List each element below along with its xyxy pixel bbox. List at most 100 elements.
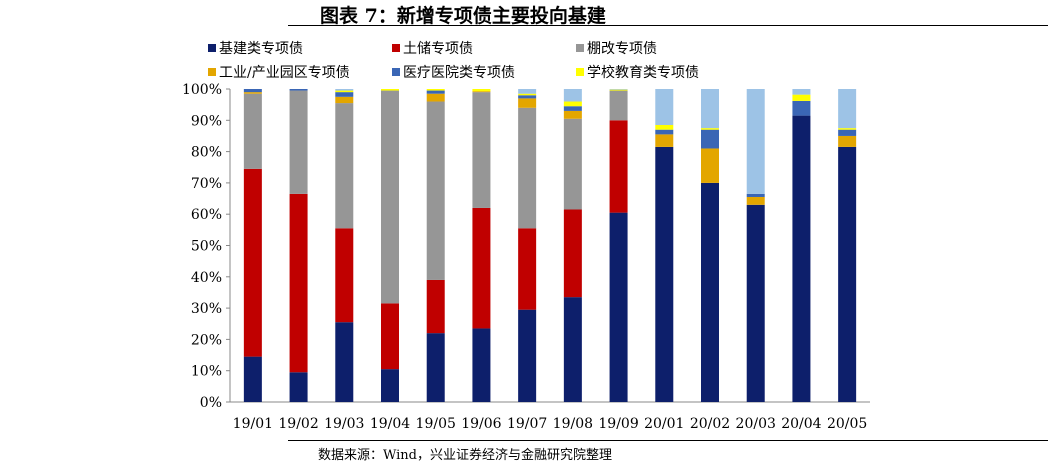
bar-segment-19-07-s5 [518,93,537,96]
bar-segment-19-04-s1 [381,303,399,370]
bar-segment-20-03-s3 [746,196,765,205]
bar-segment-19-02-s1 [289,193,308,373]
legend-item-industrial-park: 工业/产业园区专项债 [208,62,350,82]
bar-segment-19-05-s3 [426,93,445,102]
bar-segment-19-03-s3 [335,96,354,104]
bar-segment-20-05-s0 [838,146,857,402]
bar-segment-19-03-s4 [335,92,354,97]
bar-segment-19-06-s2 [472,92,491,208]
bar-segment-19-03-s1 [335,228,354,323]
x-tick-label: 20/01 [644,416,684,432]
bar-segment-19-08-s2 [563,118,582,210]
bar-segment-19-04-s5 [381,89,399,91]
legend-item-shantytown: 棚改专项债 [576,38,657,58]
legend-swatch [392,68,400,76]
legend-item-land-reserve: 土储专项债 [392,38,473,58]
legend-swatch [576,44,584,52]
x-tick-label: 19/09 [598,416,638,432]
bar-segment-20-02-s5 [701,128,719,130]
bar-segment-19-06-s1 [472,207,491,329]
bar-segment-19-03-s6 [335,89,354,91]
x-tick-label: 19/07 [507,416,547,432]
bar-segment-19-03-s2 [335,103,354,229]
title-divider [288,25,1048,26]
legend-label: 基建类专项债 [219,41,303,57]
bar-segment-20-05-s3 [838,135,857,147]
bar-segment-20-02-s0 [701,182,719,402]
y-tick-label: 20% [191,332,222,348]
bar-segment-19-09-s2 [609,90,628,121]
x-tick-label: 19/06 [461,416,501,432]
bar-segment-20-04-s5 [792,94,811,101]
bar-segment-20-03-s4 [746,193,765,197]
y-tick-label: 40% [191,270,222,286]
bar-segment-20-04-s6 [792,89,811,95]
bar-segment-19-07-s4 [518,95,537,99]
source-divider [288,440,1048,441]
bar-segment-19-01-s4 [243,89,262,93]
legend-swatch [392,44,400,52]
y-tick-label: 80% [191,145,222,161]
bar-segment-19-08-s5 [563,101,582,107]
bar-segment-19-07-s3 [518,98,537,108]
bar-segment-20-01-s4 [655,129,674,135]
bar-segment-20-05-s5 [838,128,857,130]
bar-segment-19-05-s0 [426,333,445,402]
legend-label: 学校教育类专项债 [587,65,699,81]
legend-swatch [208,44,216,52]
bar-segment-19-02-s4 [289,89,308,91]
legend-swatch [208,68,216,76]
bar-segment-19-08-s3 [563,110,582,119]
bar-segment-19-04-s2 [381,90,399,304]
legend-label: 工业/产业园区专项债 [219,65,350,81]
bar-segment-19-09-s6 [609,89,628,90]
y-tick-label: 50% [191,239,222,255]
legend-item-education: 学校教育类专项债 [576,62,699,82]
bar-segment-19-07-s1 [518,228,537,310]
bar-segment-19-09-s0 [609,212,628,402]
y-tick-label: 0% [200,395,222,411]
legend-label: 棚改专项债 [587,41,657,57]
y-tick-label: 70% [191,176,222,192]
x-tick-label: 19/02 [278,416,318,432]
bar-segment-19-01-s1 [243,168,262,357]
bar-segment-19-01-s3 [243,92,262,94]
bar-segment-19-01-s2 [243,93,262,169]
legend-label: 土储专项债 [403,41,473,57]
y-tick-label: 10% [191,364,222,380]
x-tick-label: 19/04 [370,416,410,432]
bar-segment-19-06-s3 [472,91,491,93]
chart-title: 图表 7：新增专项债主要投向基建 [320,5,606,27]
x-tick-label: 20/02 [690,416,730,432]
bar-segment-19-05-s5 [426,89,445,91]
bar-segment-20-01-s5 [655,124,674,130]
legend-swatch [576,68,584,76]
bar-segment-19-09-s1 [609,120,628,213]
source-note: 数据来源：Wind，兴业证券经济与金融研究院整理 [318,448,612,463]
bar-segment-19-02-s0 [289,372,308,402]
bar-segment-19-04-s0 [381,369,399,402]
x-tick-label: 20/03 [736,416,776,432]
bar-segment-19-07-s6 [518,89,537,94]
y-tick-label: 30% [191,301,222,317]
bar-segment-20-02-s3 [701,148,719,183]
legend-item-infrastructure: 基建类专项债 [208,38,303,58]
bar-segment-19-03-s5 [335,90,354,93]
bar-segment-19-08-s4 [563,106,582,111]
bar-segment-19-08-s6 [563,89,582,102]
bar-segment-20-01-s3 [655,134,674,147]
bar-segment-19-05-s4 [426,90,445,94]
bar-segment-19-06-s5 [472,89,491,92]
bar-segment-20-02-s4 [701,129,719,149]
bar-segment-19-08-s0 [563,297,582,402]
legend-item-medical: 医疗医院类专项债 [392,62,515,82]
x-tick-label: 19/01 [233,416,273,432]
bar-segment-19-07-s0 [518,309,537,402]
bar-segment-19-06-s0 [472,328,491,402]
legend-label: 医疗医院类专项债 [403,65,515,81]
bar-segment-19-08-s1 [563,209,582,298]
bar-segment-19-01-s0 [243,356,262,402]
x-tick-label: 20/05 [827,416,867,432]
x-tick-label: 20/04 [781,416,821,432]
